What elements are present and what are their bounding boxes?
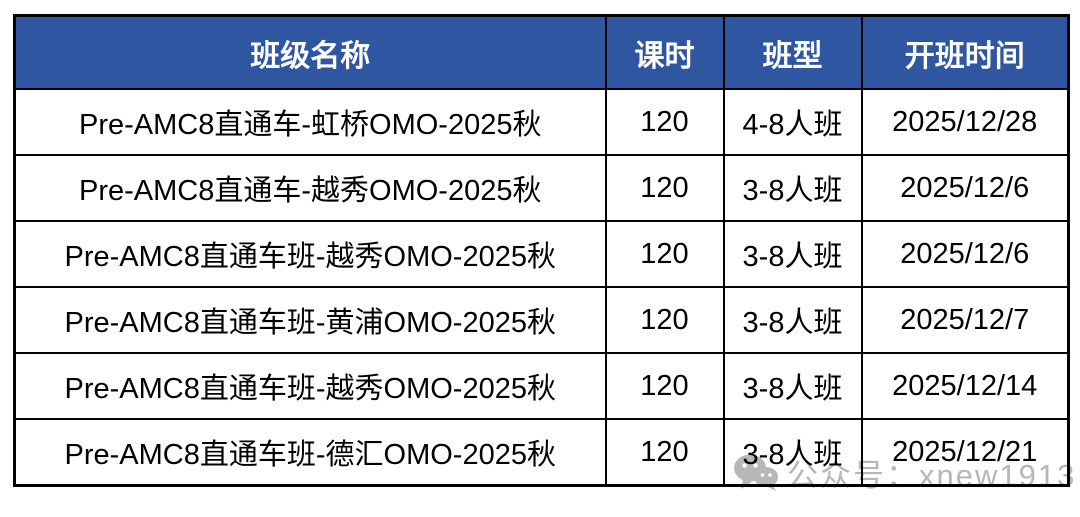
cell-start-date: 2025/12/6 xyxy=(860,220,1070,288)
table-header-row: 班级名称 课时 班型 开班时间 xyxy=(13,14,1070,90)
table-body: Pre-AMC8直通车-虹桥OMO-2025秋 120 4-8人班 2025/1… xyxy=(13,88,1070,487)
cell-class-type: 3-8人班 xyxy=(722,220,863,288)
cell-hours: 120 xyxy=(604,352,725,420)
table-row: Pre-AMC8直通车-虹桥OMO-2025秋 120 4-8人班 2025/1… xyxy=(13,88,1070,156)
table-row: Pre-AMC8直通车-越秀OMO-2025秋 120 3-8人班 2025/1… xyxy=(13,154,1070,222)
cell-class-name: Pre-AMC8直通车-越秀OMO-2025秋 xyxy=(13,154,607,222)
column-header-start-date: 开班时间 xyxy=(860,14,1070,90)
cell-class-name: Pre-AMC8直通车班-越秀OMO-2025秋 xyxy=(13,352,607,420)
cell-class-name: Pre-AMC8直通车-虹桥OMO-2025秋 xyxy=(13,88,607,156)
cell-class-name: Pre-AMC8直通车班-黄浦OMO-2025秋 xyxy=(13,286,607,354)
cell-start-date: 2025/12/6 xyxy=(860,154,1070,222)
column-header-class-name: 班级名称 xyxy=(13,14,607,90)
table-row: Pre-AMC8直通车班-德汇OMO-2025秋 120 3-8人班 2025/… xyxy=(13,418,1070,487)
cell-class-name: Pre-AMC8直通车班-德汇OMO-2025秋 xyxy=(13,418,607,487)
cell-start-date: 2025/12/7 xyxy=(860,286,1070,354)
cell-hours: 120 xyxy=(604,286,725,354)
column-header-hours: 课时 xyxy=(604,14,725,90)
cell-class-type: 4-8人班 xyxy=(722,88,863,156)
table-row: Pre-AMC8直通车班-越秀OMO-2025秋 120 3-8人班 2025/… xyxy=(13,220,1070,288)
cell-hours: 120 xyxy=(604,88,725,156)
cell-hours: 120 xyxy=(604,220,725,288)
table-row: Pre-AMC8直通车班-越秀OMO-2025秋 120 3-8人班 2025/… xyxy=(13,352,1070,420)
cell-start-date: 2025/12/14 xyxy=(860,352,1070,420)
cell-class-type: 3-8人班 xyxy=(722,418,863,487)
cell-hours: 120 xyxy=(604,418,725,487)
cell-class-type: 3-8人班 xyxy=(722,352,863,420)
cell-class-type: 3-8人班 xyxy=(722,154,863,222)
cell-start-date: 2025/12/28 xyxy=(860,88,1070,156)
table-row: Pre-AMC8直通车班-黄浦OMO-2025秋 120 3-8人班 2025/… xyxy=(13,286,1070,354)
class-schedule-table: 班级名称 课时 班型 开班时间 Pre-AMC8直通车-虹桥OMO-2025秋 … xyxy=(13,14,1070,487)
cell-hours: 120 xyxy=(604,154,725,222)
column-header-class-type: 班型 xyxy=(722,14,863,90)
cell-class-type: 3-8人班 xyxy=(722,286,863,354)
cell-class-name: Pre-AMC8直通车班-越秀OMO-2025秋 xyxy=(13,220,607,288)
cell-start-date: 2025/12/21 xyxy=(860,418,1070,487)
